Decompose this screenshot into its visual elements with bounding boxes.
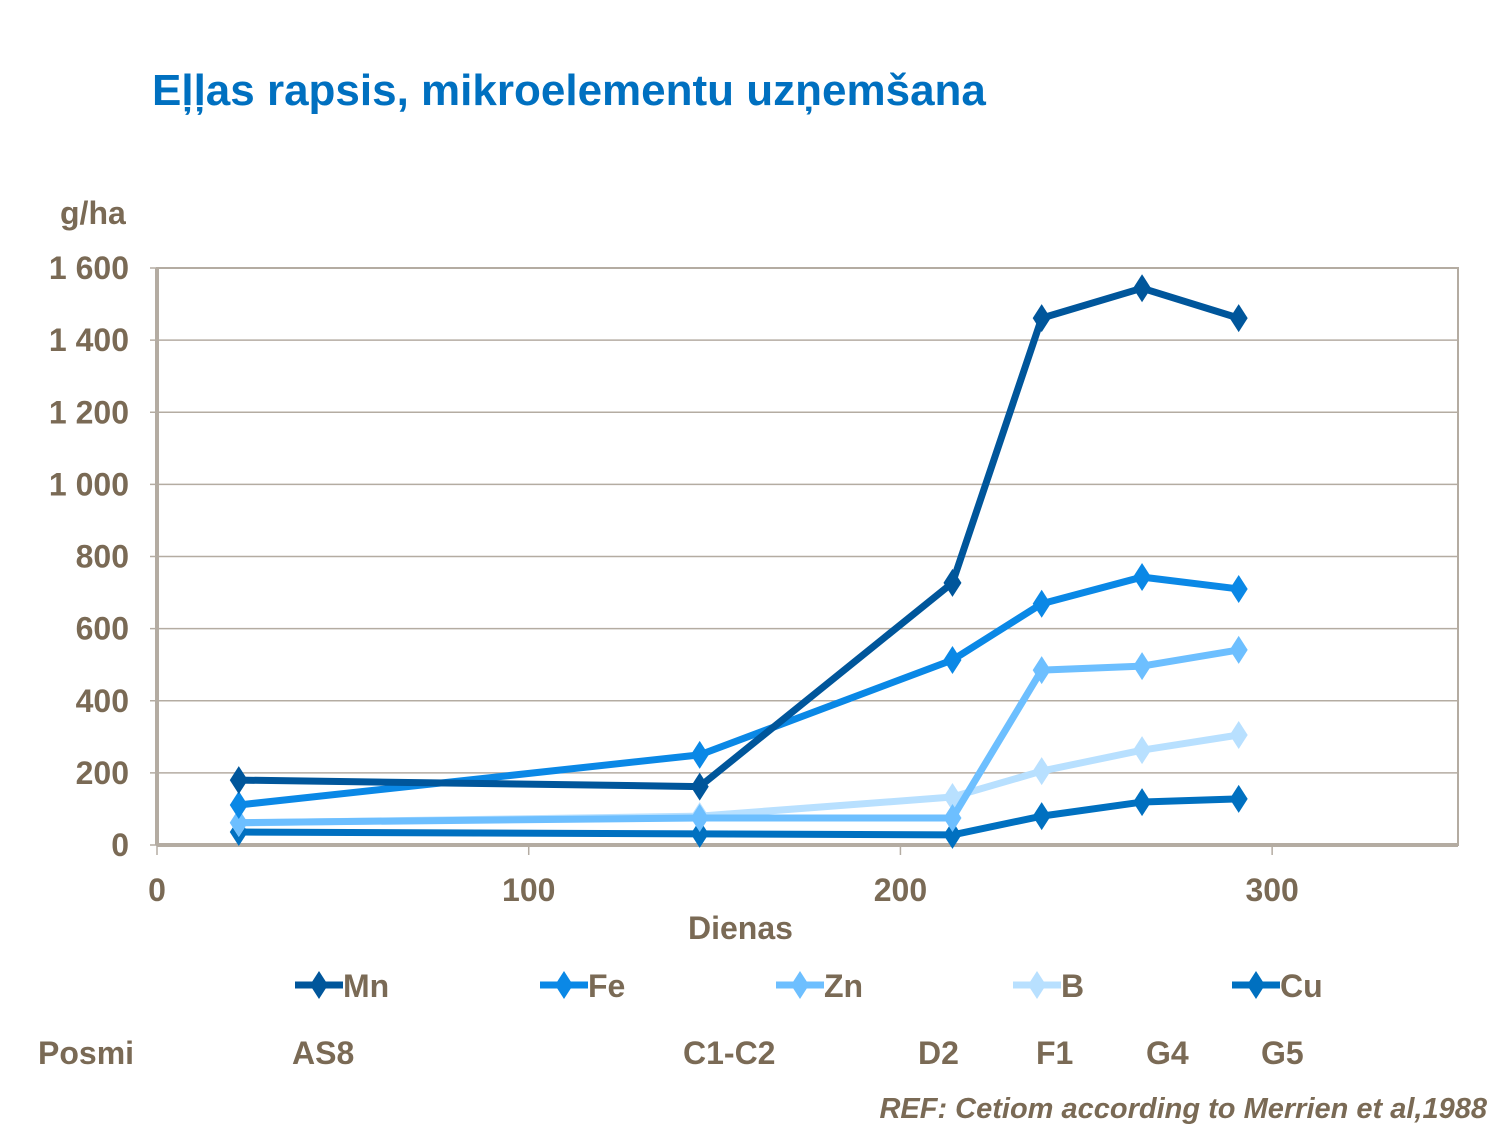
legend-marker-b [1028,971,1046,999]
data-point-cu [1133,788,1152,817]
legend-marker-mn [310,971,328,999]
data-point-zn [229,808,248,837]
legend-marker-fe [555,971,573,999]
y-tick-label: 0 [111,827,129,863]
y-tick-label: 200 [76,755,129,791]
stage-label: AS8 [292,1035,355,1071]
data-point-zn [943,803,962,832]
legend-label: Fe [588,968,625,1004]
data-point-cu [1229,784,1248,813]
data-point-fe [943,645,962,674]
legend-label: Mn [343,968,389,1004]
data-point-zn [1032,656,1051,685]
data-point-fe [690,740,709,769]
stage-label: F1 [1036,1035,1074,1071]
data-point-fe [1133,563,1152,592]
data-point-mn [1229,304,1248,333]
stages-label: Posmi [38,1035,135,1071]
y-tick-label: 1 400 [49,322,129,358]
data-point-zn [1229,635,1248,664]
series-line-mn [238,284,1240,791]
series-line-zn [238,646,1240,827]
y-tick-label: 1 200 [49,394,129,430]
stage-label: C1-C2 [683,1035,776,1071]
data-point-fe [1032,589,1051,618]
x-tick-label: 0 [148,872,166,908]
x-tick-label: 300 [1245,872,1298,908]
y-axis-label: g/ha [60,195,126,231]
x-tick-label: 100 [502,872,555,908]
data-point-b [1133,736,1152,765]
data-point-b [1032,757,1051,786]
y-tick-label: 800 [76,539,129,575]
data-point-cu [1032,802,1051,831]
reference-note: REF: Cetiom according to Merrien et al,1… [879,1093,1487,1125]
data-point-mn [229,766,248,795]
data-point-b [1229,721,1248,750]
data-point-mn [690,772,709,801]
legend-label: B [1061,968,1084,1004]
y-tick-label: 1 000 [49,466,129,502]
y-tick-label: 1 600 [49,250,129,286]
legend-label: Zn [824,968,863,1004]
y-tick-label: 400 [76,683,129,719]
series-line-fe [238,573,1240,809]
data-point-mn [943,568,962,597]
series-line-cu [238,795,1239,839]
y-tick-label: 600 [76,611,129,647]
stage-label: G5 [1261,1035,1304,1071]
x-tick-label: 200 [874,872,927,908]
chart-title: Eļļas rapsis, mikroelementu uzņemšana [152,66,986,115]
data-point-fe [229,790,248,819]
legend-label: Cu [1280,968,1323,1004]
data-point-zn [690,803,709,832]
stage-label: G4 [1146,1035,1189,1071]
data-point-mn [1032,304,1051,333]
data-point-fe [1229,574,1248,603]
x-axis-label: Dienas [688,910,793,946]
legend-marker-zn [791,971,809,999]
data-point-mn [1133,274,1152,303]
data-point-cu [690,819,709,848]
legend-marker-cu [1247,971,1265,999]
stage-label: D2 [918,1035,959,1071]
data-point-cu [943,820,962,849]
data-point-zn [1133,652,1152,681]
